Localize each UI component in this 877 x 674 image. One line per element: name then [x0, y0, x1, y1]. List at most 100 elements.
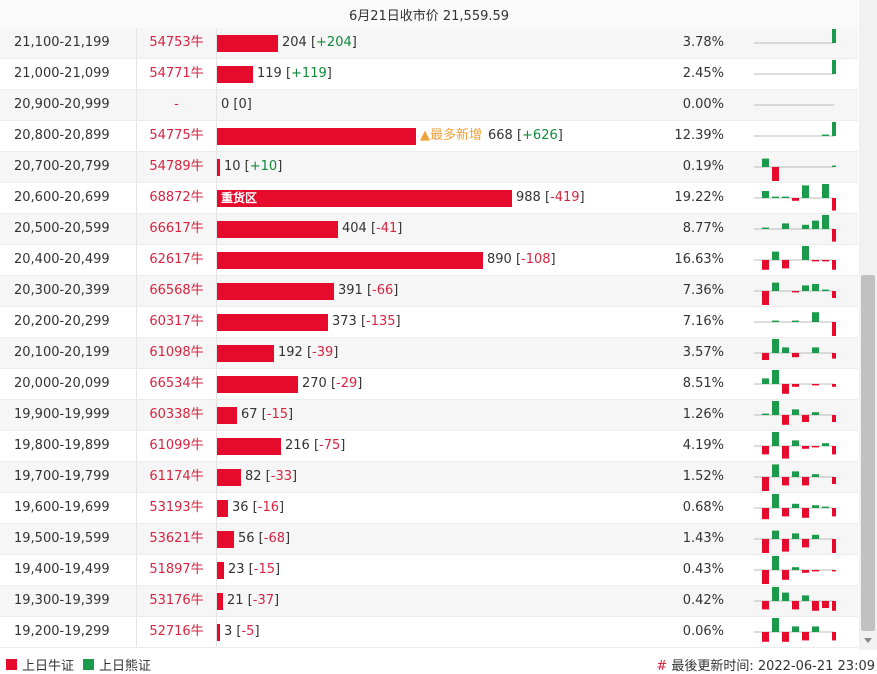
volume-change: -108	[521, 252, 551, 267]
strike-range: 20,800-20,899	[14, 128, 110, 143]
volume-value: 216 [-75]	[285, 438, 346, 453]
spark-bar	[812, 446, 819, 448]
spark-bar	[772, 339, 779, 353]
volume-change: -75	[319, 438, 341, 453]
spark-bar	[762, 477, 769, 491]
spark-bar	[832, 229, 836, 242]
scroll-down-arrow-icon[interactable]	[864, 638, 872, 643]
spark-bar	[792, 601, 799, 610]
strike-range: 19,600-19,699	[14, 500, 110, 515]
spark-bar	[762, 570, 769, 584]
table-row: 19,500-19,599 53621牛 56 [-68] 1.43%	[0, 524, 858, 555]
volume-bar	[217, 66, 253, 83]
percentage: 8.77%	[682, 221, 724, 236]
volume-bar	[217, 500, 228, 517]
volume-change: -15	[266, 407, 288, 422]
volume-bar	[217, 128, 416, 145]
volume-bar-cell: 重货区 988 [-419]	[216, 183, 666, 213]
bull-code[interactable]: 68872牛	[136, 183, 217, 213]
history-sparkline	[754, 617, 836, 647]
volume-change: -29	[336, 376, 358, 391]
bull-code[interactable]: 54789牛	[136, 152, 217, 182]
spark-bar	[832, 198, 836, 211]
strike-range: 20,500-20,599	[14, 221, 110, 236]
history-sparkline	[754, 183, 836, 213]
bull-code[interactable]: 61174牛	[136, 462, 217, 492]
spark-bar	[772, 530, 779, 539]
spark-bar	[822, 184, 829, 198]
spark-bar	[802, 285, 809, 291]
strike-range: 19,500-19,599	[14, 531, 110, 546]
spark-bar	[782, 570, 789, 580]
volume-bar	[217, 159, 220, 176]
spark-bar	[812, 384, 819, 386]
bull-code[interactable]: 52716牛	[136, 617, 217, 647]
strike-range: 20,400-20,499	[14, 252, 110, 267]
spark-bar	[822, 601, 829, 608]
volume-bar-cell: 404 [-41]	[216, 214, 666, 244]
volume-value: 82 [-33]	[245, 469, 298, 484]
percentage: 0.42%	[682, 593, 724, 608]
bull-code[interactable]: 66617牛	[136, 214, 217, 244]
volume-bar	[217, 624, 220, 641]
spark-bar	[772, 251, 779, 260]
bear-swatch-icon	[83, 659, 94, 670]
bull-code[interactable]: 54771牛	[136, 59, 217, 89]
spark-bar	[812, 474, 819, 477]
volume-change: -66	[372, 283, 394, 298]
percentage: 0.00%	[682, 97, 724, 112]
spark-bar	[832, 570, 836, 572]
spark-bar	[802, 539, 809, 548]
bull-code[interactable]: 62617牛	[136, 245, 217, 275]
spark-bar	[772, 401, 779, 415]
bull-code[interactable]: 61099牛	[136, 431, 217, 461]
closing-price-title: 6月21日收市价 21,559.59	[348, 8, 510, 24]
scrollbar[interactable]	[859, 0, 877, 650]
spark-bar	[832, 477, 836, 484]
spark-bar	[832, 165, 836, 167]
volume-value: 67 [-15]	[241, 407, 294, 422]
scrollbar-thumb[interactable]	[861, 275, 875, 631]
history-sparkline	[754, 555, 836, 585]
history-sparkline	[754, 90, 836, 120]
spark-bar	[792, 440, 799, 446]
bull-code[interactable]: 60317牛	[136, 307, 217, 337]
most-new-label: ▲最多新增	[420, 128, 482, 143]
bull-code[interactable]: 66534牛	[136, 369, 217, 399]
bull-code[interactable]: 54753牛	[136, 28, 217, 58]
table-row: 19,800-19,899 61099牛 216 [-75] 4.19%	[0, 431, 858, 462]
volume-value: 988 [-419]	[516, 190, 585, 205]
bull-code[interactable]: 51897牛	[136, 555, 217, 585]
bull-code[interactable]: 66568牛	[136, 276, 217, 306]
history-sparkline	[754, 400, 836, 430]
bull-code[interactable]: 61098牛	[136, 338, 217, 368]
spark-bar	[772, 587, 779, 601]
spark-bar	[812, 312, 819, 322]
spark-bar	[802, 185, 809, 198]
bull-code[interactable]: 54775牛	[136, 121, 217, 151]
history-sparkline	[754, 524, 836, 554]
bull-code[interactable]: 60338牛	[136, 400, 217, 430]
spark-bar	[782, 347, 789, 353]
strike-range: 20,200-20,299	[14, 314, 110, 329]
history-sparkline	[754, 369, 836, 399]
spark-bar	[802, 632, 809, 641]
bull-code[interactable]: 53621牛	[136, 524, 217, 554]
strike-range: 19,700-19,799	[14, 469, 110, 484]
spark-bar	[832, 508, 836, 517]
percentage: 12.39%	[674, 128, 724, 143]
volume-bar-cell: 270 [-29]	[216, 369, 666, 399]
volume-value: ▲最多新增 668 [+626]	[420, 128, 563, 143]
percentage: 7.16%	[682, 314, 724, 329]
strike-range: 20,300-20,399	[14, 283, 110, 298]
spark-bar	[772, 432, 779, 446]
spark-bar	[792, 353, 799, 358]
volume-value: 23 [-15]	[228, 562, 281, 577]
bull-code[interactable]: 53193牛	[136, 493, 217, 523]
spark-bar	[812, 412, 819, 415]
bull-code[interactable]: 53176牛	[136, 586, 217, 616]
spark-bar	[832, 539, 836, 553]
strike-range: 19,300-19,399	[14, 593, 110, 608]
spark-bar	[832, 384, 836, 387]
spark-bar	[792, 626, 799, 632]
